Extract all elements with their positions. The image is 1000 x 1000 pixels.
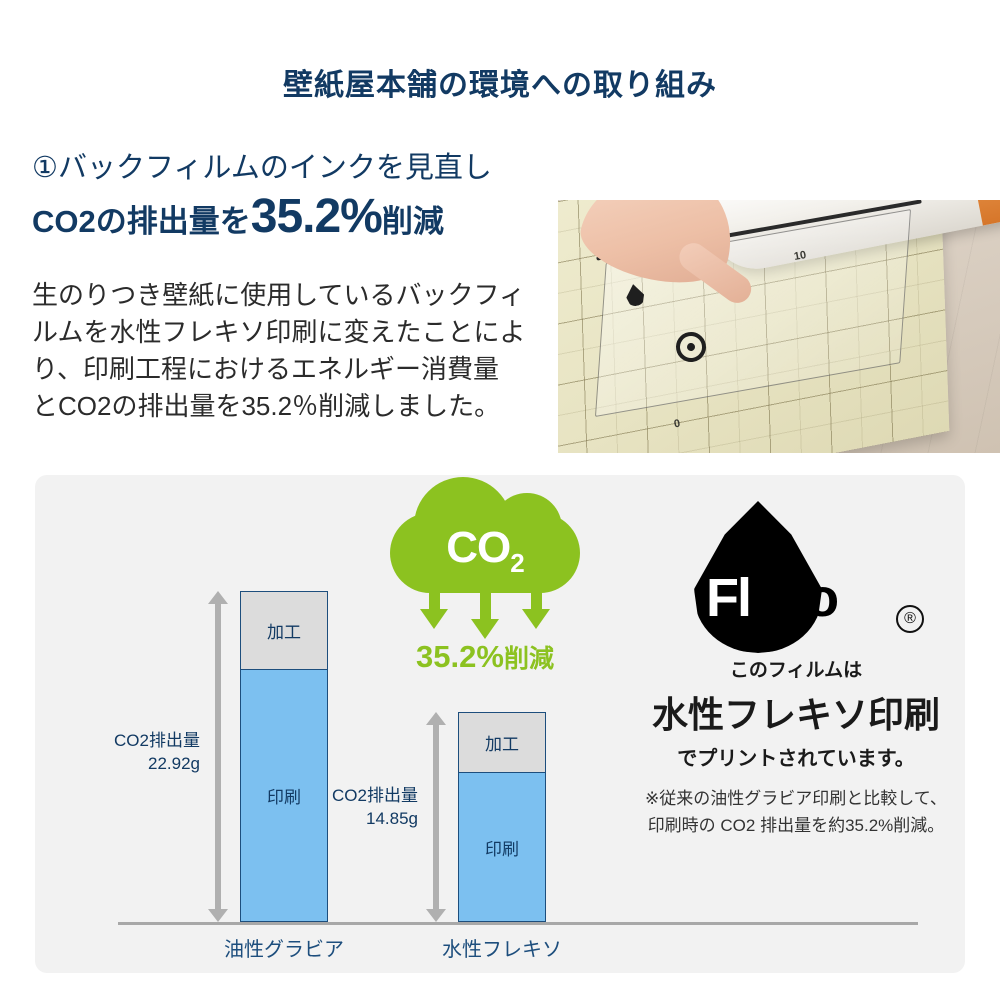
intro-body-line: 生のりつき壁紙に使用しているバックフィ <box>32 280 525 310</box>
category-label-water-flexo: 水性フレキソ <box>442 939 562 961</box>
arrow-head-up-icon <box>208 591 228 604</box>
dimension-label-oil-gravure: CO2排出量 22.92g <box>75 730 200 776</box>
flexo-note-line: ※従来の油性グラビア印刷と比較して、 <box>645 789 947 808</box>
co2-reduction-badge: CO2 35.2%削減 <box>375 477 595 675</box>
dimension-arrow-water-flexo <box>426 712 446 922</box>
intro-block: ①バックフィルムのインクを見直し CO2の排出量を 35.2% 削減 <box>32 152 544 241</box>
arrow-head-up-icon <box>426 712 446 725</box>
intro-subheading-post: 削減 <box>381 204 444 240</box>
cloud-label: CO2 <box>390 523 580 579</box>
intro-body-line: ルムを水性フレキソ印刷に変えたことによ <box>32 316 526 347</box>
co2-cloud-icon: CO2 <box>390 477 580 639</box>
dimension-label-water-flexo: CO2排出量 14.85g <box>293 785 418 831</box>
dimension-value: 14.85g <box>366 808 418 828</box>
intro-subheading-pre: CO2の排出量を <box>32 204 251 240</box>
photo-roll-band <box>965 200 1000 226</box>
arrow-head-down-icon <box>208 909 228 922</box>
cloud-shape <box>390 477 580 593</box>
reduction-text: 35.2%削減 <box>375 639 595 675</box>
chart-baseline <box>118 922 918 925</box>
bar-segment-process: 加工 <box>241 592 327 670</box>
bar-segment-print: 印刷 <box>459 773 545 921</box>
arrow-down-icon <box>420 591 448 631</box>
intro-body-line: り、印刷工程におけるエネルギー消費量 <box>32 353 499 384</box>
comparison-panel: 加工 印刷 CO2排出量 22.92g 油性グラビア 加工 印刷 <box>35 475 965 973</box>
dimension-caption: CO2排出量 <box>332 786 418 805</box>
arrow-shaft <box>433 722 439 912</box>
reduction-kanji: 削減 <box>503 645 554 673</box>
intro-heading: ①バックフィルムのインクを見直し <box>32 152 492 184</box>
intro-subheading-value: 35.2% <box>250 190 383 244</box>
co2-bar-chart: 加工 印刷 CO2排出量 22.92g 油性グラビア 加工 印刷 <box>35 475 918 973</box>
flexo-wordmark: Flexo <box>706 571 936 625</box>
page-title: 壁紙屋本舗の環境への取り組み <box>283 69 717 102</box>
dimension-value: 22.92g <box>148 753 200 773</box>
down-arrows-group <box>420 591 550 639</box>
bar-water-flexo: 加工 印刷 <box>458 712 546 922</box>
photo-tick-label: 10 <box>793 249 808 263</box>
bar-segment-print: 印刷 <box>241 670 327 921</box>
cloud-label-sub: 2 <box>510 547 525 578</box>
flexo-block: Flexo ® このフィルムは 水性フレキソ印刷 でプリントされています。 ※従… <box>627 499 965 839</box>
intro-body: 生のりつき壁紙に使用しているバックフィ ルムを水性フレキソ印刷に変えたことによ … <box>32 277 552 425</box>
cloud-label-text: CO <box>446 523 511 572</box>
flexo-wordmark-fl: Fl <box>706 568 752 628</box>
arrow-down-icon <box>522 591 550 631</box>
arrow-shaft <box>215 601 221 912</box>
flexo-note-line: 印刷時の CO2 排出量を約35.2%削減。 <box>647 816 945 836</box>
flexo-logo: Flexo ® <box>646 499 946 659</box>
flexo-note: ※従来の油性グラビア印刷と比較して、 印刷時の CO2 排出量を約35.2%削減… <box>627 785 965 839</box>
flexo-sub-text: でプリントされています。 <box>677 748 915 770</box>
bar-segment-process: 加工 <box>459 713 545 773</box>
registered-mark-icon: ® <box>896 605 924 633</box>
flexo-wordmark-exo: exo <box>750 568 839 628</box>
intro-subheading: CO2の排出量を 35.2% 削減 <box>32 193 544 241</box>
dimension-arrow-oil-gravure <box>208 591 228 922</box>
wallpaper-photo: 0 10 <box>558 200 1000 453</box>
intro-body-line: とCO2の排出量を35.2％削減しました。 <box>32 390 501 421</box>
category-label-oil-gravure: 油性グラビア <box>224 939 344 961</box>
arrow-down-icon <box>471 591 499 639</box>
flexo-main-text: 水性フレキソ印刷 <box>651 694 940 735</box>
dimension-caption: CO2排出量 <box>114 731 200 750</box>
flexo-lead-text: このフィルムは <box>729 660 863 681</box>
bar-oil-gravure: 加工 印刷 <box>240 591 328 922</box>
reduction-value: 35.2% <box>416 639 504 674</box>
arrow-head-down-icon <box>426 909 446 922</box>
